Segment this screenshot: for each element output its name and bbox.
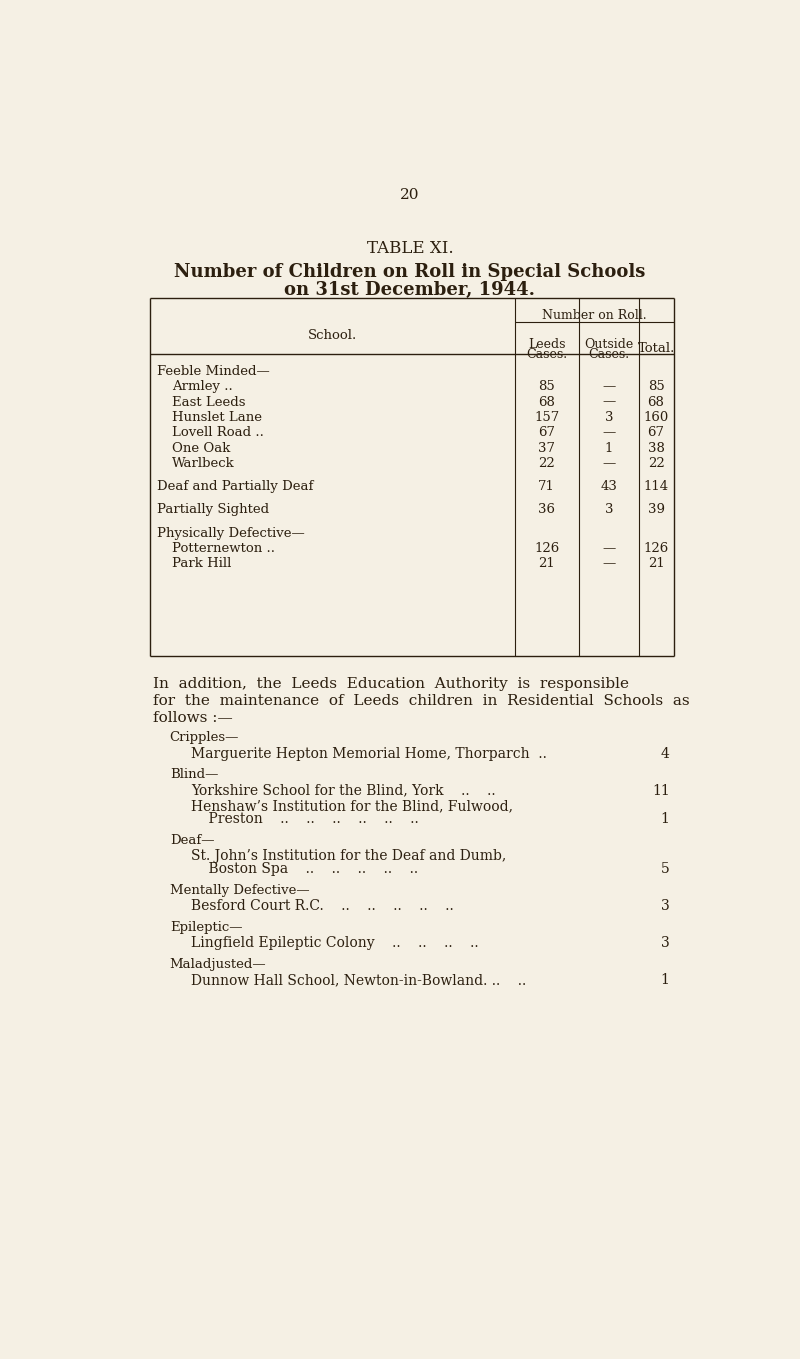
Text: Feeble Minded—: Feeble Minded— bbox=[157, 364, 270, 378]
Text: 22: 22 bbox=[648, 457, 665, 470]
Text: 68: 68 bbox=[538, 395, 555, 409]
Text: St. John’s Institution for the Deaf and Dumb,: St. John’s Institution for the Deaf and … bbox=[191, 849, 506, 863]
Text: Maladjusted—: Maladjusted— bbox=[170, 958, 266, 970]
Text: —: — bbox=[602, 457, 615, 470]
Text: Potternewton ..: Potternewton .. bbox=[172, 542, 275, 554]
Text: Park Hill: Park Hill bbox=[172, 557, 231, 571]
Text: 160: 160 bbox=[643, 410, 669, 424]
Text: 1: 1 bbox=[605, 442, 613, 455]
Text: East Leeds: East Leeds bbox=[172, 395, 246, 409]
Text: —: — bbox=[602, 557, 615, 571]
Text: Preston    ..    ..    ..    ..    ..    ..: Preston .. .. .. .. .. .. bbox=[191, 813, 419, 826]
Text: 11: 11 bbox=[652, 784, 670, 798]
Text: 85: 85 bbox=[538, 381, 555, 393]
Text: 71: 71 bbox=[538, 480, 555, 493]
Text: One Oak: One Oak bbox=[172, 442, 230, 455]
Text: 3: 3 bbox=[661, 900, 670, 913]
Text: 1: 1 bbox=[661, 813, 670, 826]
Text: 5: 5 bbox=[661, 862, 670, 877]
Text: 3: 3 bbox=[605, 503, 613, 516]
Text: 126: 126 bbox=[534, 542, 559, 554]
Text: Blind—: Blind— bbox=[170, 768, 218, 781]
Text: Deaf and Partially Deaf: Deaf and Partially Deaf bbox=[157, 480, 313, 493]
Text: follows :—: follows :— bbox=[153, 711, 233, 726]
Text: 39: 39 bbox=[647, 503, 665, 516]
Text: 21: 21 bbox=[538, 557, 555, 571]
Text: Lingfield Epileptic Colony    ..    ..    ..    ..: Lingfield Epileptic Colony .. .. .. .. bbox=[191, 936, 479, 950]
Text: 22: 22 bbox=[538, 457, 555, 470]
Text: Physically Defective—: Physically Defective— bbox=[157, 526, 304, 540]
Text: 67: 67 bbox=[538, 427, 555, 439]
Text: —: — bbox=[602, 427, 615, 439]
Text: Mentally Defective—: Mentally Defective— bbox=[170, 883, 310, 897]
Text: Epileptic—: Epileptic— bbox=[170, 921, 242, 934]
Text: 68: 68 bbox=[648, 395, 665, 409]
Text: Henshaw’s Institution for the Blind, Fulwood,: Henshaw’s Institution for the Blind, Ful… bbox=[191, 799, 514, 813]
Text: School.: School. bbox=[308, 329, 357, 341]
Text: 20: 20 bbox=[400, 188, 420, 201]
Text: TABLE XI.: TABLE XI. bbox=[366, 241, 454, 257]
Text: Cripples—: Cripples— bbox=[170, 731, 239, 745]
Text: 37: 37 bbox=[538, 442, 555, 455]
Text: In  addition,  the  Leeds  Education  Authority  is  responsible: In addition, the Leeds Education Authori… bbox=[153, 677, 629, 692]
Text: Armley ..: Armley .. bbox=[172, 381, 233, 393]
Text: 3: 3 bbox=[605, 410, 613, 424]
Text: Partially Sighted: Partially Sighted bbox=[157, 503, 269, 516]
Text: on 31st December, 1944.: on 31st December, 1944. bbox=[285, 281, 535, 299]
Text: 114: 114 bbox=[643, 480, 669, 493]
Text: 4: 4 bbox=[661, 746, 670, 761]
Text: Dunnow Hall School, Newton-in-Bowland. ..    ..: Dunnow Hall School, Newton-in-Bowland. .… bbox=[191, 973, 526, 987]
Text: 67: 67 bbox=[647, 427, 665, 439]
Text: 1: 1 bbox=[661, 973, 670, 987]
Text: for  the  maintenance  of  Leeds  children  in  Residential  Schools  as: for the maintenance of Leeds children in… bbox=[153, 694, 690, 708]
Text: Hunslet Lane: Hunslet Lane bbox=[172, 410, 262, 424]
Text: Number on Roll.: Number on Roll. bbox=[542, 310, 646, 322]
Text: —: — bbox=[602, 395, 615, 409]
Text: Total.: Total. bbox=[638, 342, 674, 356]
Text: 3: 3 bbox=[661, 936, 670, 950]
Text: Lovell Road ..: Lovell Road .. bbox=[172, 427, 264, 439]
Text: —: — bbox=[602, 381, 615, 393]
Text: Warlbeck: Warlbeck bbox=[172, 457, 235, 470]
Text: Besford Court R.C.    ..    ..    ..    ..    ..: Besford Court R.C. .. .. .. .. .. bbox=[191, 900, 454, 913]
Text: Cases.: Cases. bbox=[588, 348, 630, 361]
Text: Cases.: Cases. bbox=[526, 348, 567, 361]
Text: 43: 43 bbox=[600, 480, 618, 493]
Text: —: — bbox=[602, 542, 615, 554]
Text: Yorkshire School for the Blind, York    ..    ..: Yorkshire School for the Blind, York .. … bbox=[191, 784, 496, 798]
Text: 21: 21 bbox=[648, 557, 665, 571]
Text: Outside: Outside bbox=[584, 338, 634, 351]
Text: 85: 85 bbox=[648, 381, 665, 393]
Text: Leeds: Leeds bbox=[528, 338, 566, 351]
Text: 36: 36 bbox=[538, 503, 555, 516]
Text: Deaf—: Deaf— bbox=[170, 834, 214, 847]
Text: Boston Spa    ..    ..    ..    ..    ..: Boston Spa .. .. .. .. .. bbox=[191, 862, 418, 877]
Text: 126: 126 bbox=[643, 542, 669, 554]
Text: 38: 38 bbox=[648, 442, 665, 455]
Text: 157: 157 bbox=[534, 410, 559, 424]
Text: Number of Children on Roll in Special Schools: Number of Children on Roll in Special Sc… bbox=[174, 264, 646, 281]
Text: Marguerite Hepton Memorial Home, Thorparch  ..: Marguerite Hepton Memorial Home, Thorpar… bbox=[191, 746, 547, 761]
